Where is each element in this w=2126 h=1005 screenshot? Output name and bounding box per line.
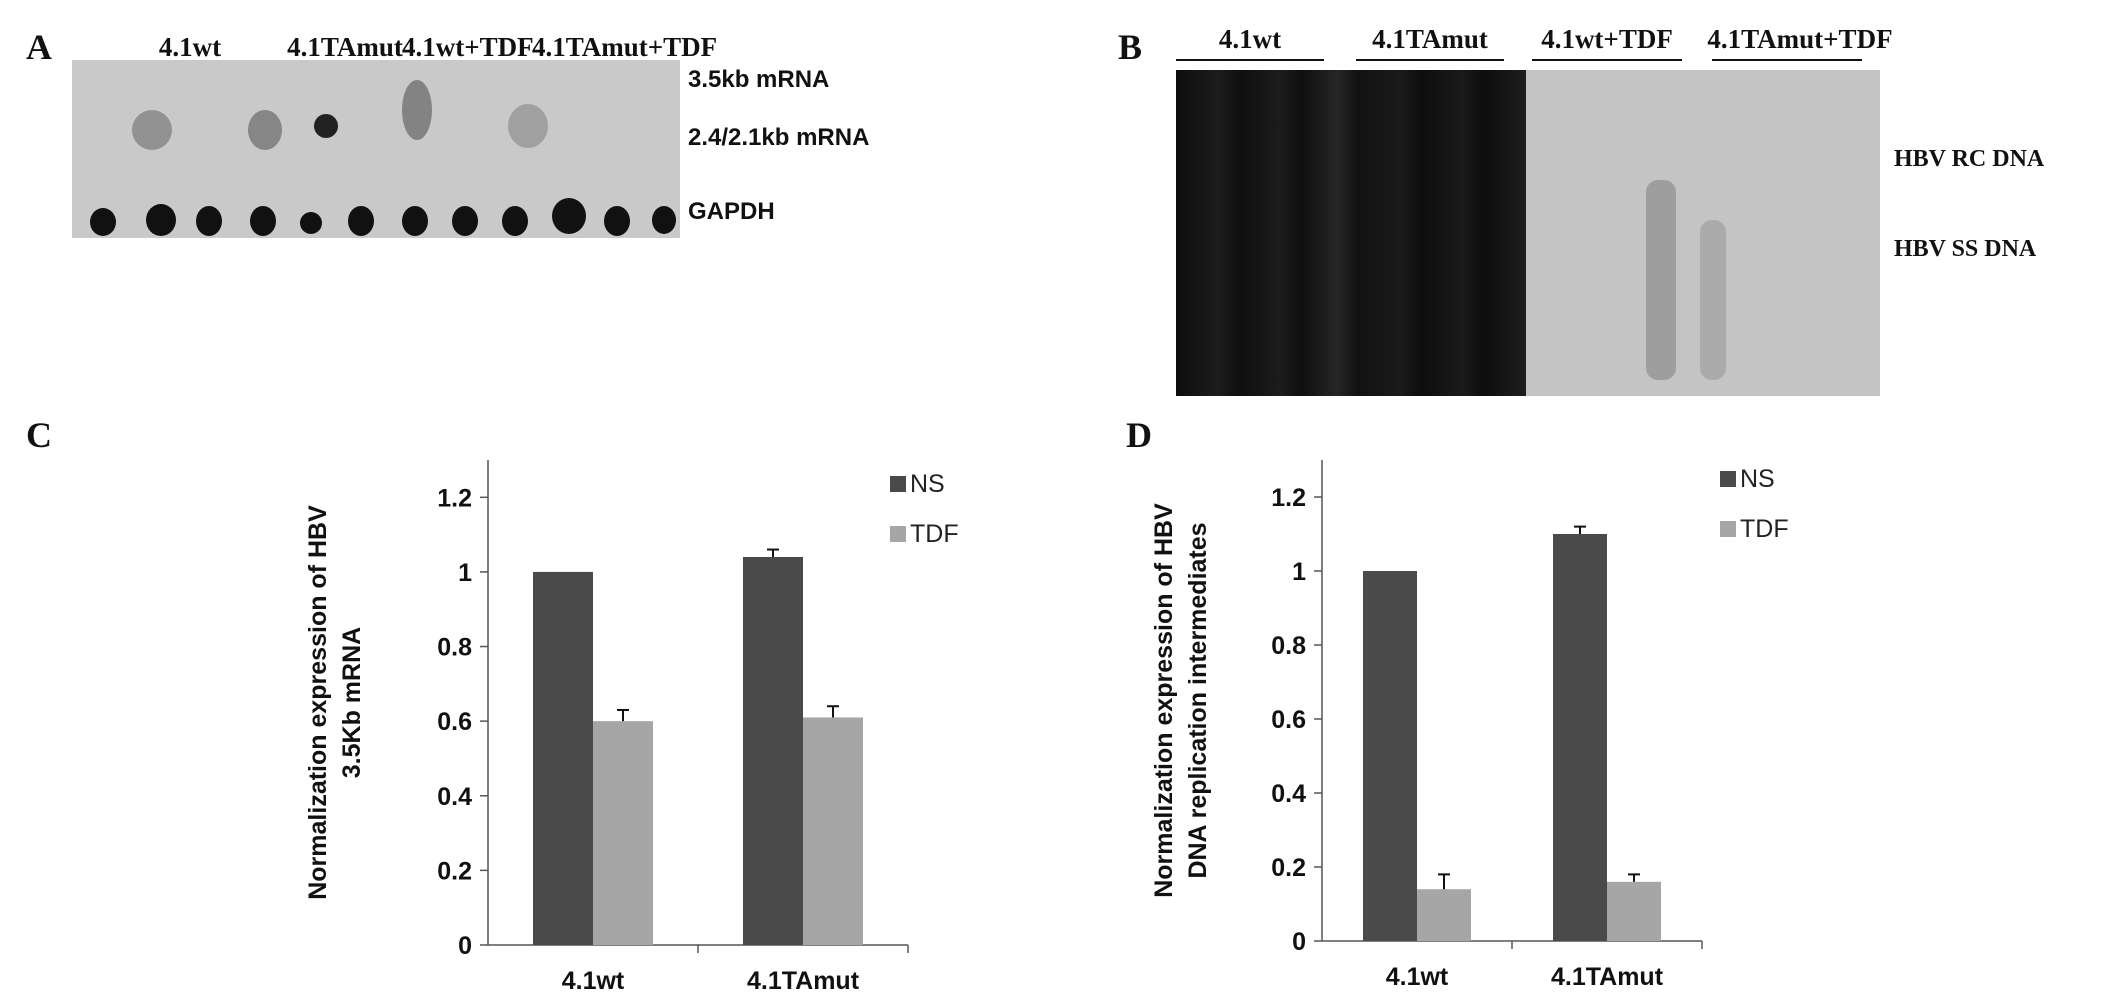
blot-a-band bbox=[90, 208, 116, 236]
blot-b-group-label-3: 4.1wt+TDF bbox=[1541, 24, 1673, 54]
blot-a-band bbox=[300, 212, 322, 234]
blot-a-band bbox=[146, 204, 176, 236]
y-tick-label: 0.8 bbox=[437, 634, 472, 662]
bar-chart-mrna: Normalization expression of HBV 3.5Kb mRN… bbox=[304, 460, 959, 995]
y-tick-label: 0 bbox=[1292, 928, 1306, 956]
blot-b-group-line-2 bbox=[1356, 59, 1504, 61]
legend-label-ns: NS bbox=[1740, 465, 1775, 493]
legend-label-tdf: TDF bbox=[1740, 515, 1789, 543]
y-axis-label: DNA replication intermediates bbox=[1184, 522, 1212, 878]
y-axis-label: Normalization expression of HBV bbox=[1150, 503, 1178, 898]
blot-a-band bbox=[552, 198, 586, 234]
panel-letter-c: C bbox=[26, 415, 52, 455]
y-tick-label: 0.2 bbox=[437, 857, 472, 885]
blot-a-band bbox=[196, 206, 222, 236]
legend-label-ns: NS bbox=[910, 470, 945, 498]
blot-a-band bbox=[502, 206, 528, 236]
blot-a-smear bbox=[314, 114, 338, 138]
blot-a-smear bbox=[248, 110, 282, 150]
x-tick-label: 4.1wt bbox=[562, 967, 625, 995]
bar-ns-1 bbox=[1363, 571, 1417, 941]
blot-a-group-label-2: 4.1TAmut bbox=[287, 32, 403, 62]
southern-blot-image bbox=[1176, 70, 1880, 396]
bar-tdf-1 bbox=[1417, 889, 1471, 941]
y-tick-label: 0.2 bbox=[1271, 854, 1306, 882]
blot-a-band bbox=[402, 206, 428, 236]
blot-a-label-gapdh: GAPDH bbox=[688, 198, 775, 225]
blot-b-group-label-2: 4.1TAmut bbox=[1372, 24, 1488, 54]
blot-a-group-label-4: 4.1TAmut+TDF bbox=[532, 32, 718, 62]
blot-b-faint-smear bbox=[1700, 220, 1726, 380]
y-axis-label: 3.5Kb mRNA bbox=[338, 627, 366, 778]
y-axis-label: Normalization expression of HBV bbox=[304, 505, 332, 900]
bar-tdf-2 bbox=[1607, 881, 1661, 941]
panel-letter-b: B bbox=[1118, 27, 1143, 67]
y-tick-label: 1 bbox=[1292, 558, 1306, 586]
bar-tdf-1 bbox=[593, 721, 653, 945]
y-tick-label: 0 bbox=[458, 932, 472, 960]
blot-a-band bbox=[348, 206, 374, 236]
legend-swatch-tdf bbox=[890, 526, 906, 542]
northern-blot-image bbox=[72, 60, 680, 238]
y-tick-label: 0.6 bbox=[1271, 706, 1306, 734]
blot-a-smear bbox=[132, 110, 172, 150]
y-tick-label: 1.2 bbox=[1271, 484, 1306, 512]
blot-b-dark-lanes bbox=[1176, 70, 1526, 396]
blot-a-label-2-4kb: 2.4/2.1kb mRNA bbox=[688, 124, 870, 151]
y-tick-label: 0.6 bbox=[437, 708, 472, 736]
blot-a-band bbox=[604, 206, 630, 236]
x-tick-label: 4.1TAmut bbox=[747, 967, 860, 995]
blot-b-group-line-3 bbox=[1532, 59, 1682, 61]
bar-chart-dna: Normalization expression of HBV DNA repli… bbox=[1150, 460, 1789, 991]
legend-swatch-ns bbox=[890, 476, 906, 492]
blot-a-band bbox=[250, 206, 276, 236]
blot-b-group-line-4 bbox=[1712, 59, 1862, 61]
blot-b-group-label-1: 4.1wt bbox=[1218, 24, 1282, 54]
bar-ns-2 bbox=[743, 557, 803, 945]
blot-a-group-label-3: 4.1wt+TDF bbox=[402, 32, 534, 62]
y-tick-label: 0.8 bbox=[1271, 632, 1306, 660]
blot-a-band bbox=[452, 206, 478, 236]
y-tick-label: 1 bbox=[458, 559, 472, 587]
blot-b-label-ss-dna: HBV SS DNA bbox=[1894, 236, 2037, 262]
legend-label-tdf: TDF bbox=[910, 520, 959, 548]
panel-letter-d: D bbox=[1126, 415, 1152, 455]
bar-ns-2 bbox=[1553, 534, 1607, 941]
y-tick-label: 0.4 bbox=[437, 783, 472, 811]
legend-swatch-ns bbox=[1720, 471, 1736, 487]
bar-tdf-2 bbox=[803, 717, 863, 945]
panel-letter-a: A bbox=[26, 27, 52, 67]
blot-b-faint-smear bbox=[1646, 180, 1676, 380]
blot-b-label-rc-dna: HBV RC DNA bbox=[1894, 146, 2045, 172]
blot-a-smear bbox=[402, 80, 432, 140]
blot-b-group-label-4: 4.1TAmut+TDF bbox=[1707, 24, 1893, 54]
y-tick-label: 1.2 bbox=[437, 484, 472, 512]
blot-b-group-line-1 bbox=[1176, 59, 1324, 61]
blot-a-band bbox=[652, 206, 676, 234]
x-tick-label: 4.1wt bbox=[1386, 963, 1449, 991]
legend-swatch-tdf bbox=[1720, 521, 1736, 537]
bar-ns-1 bbox=[533, 571, 593, 945]
y-tick-label: 0.4 bbox=[1271, 780, 1306, 808]
blot-a-group-label-1: 4.1wt bbox=[158, 32, 222, 62]
blot-a-smear bbox=[508, 104, 548, 148]
blot-a-label-3-5kb: 3.5kb mRNA bbox=[688, 66, 830, 93]
x-tick-label: 4.1TAmut bbox=[1551, 963, 1664, 991]
